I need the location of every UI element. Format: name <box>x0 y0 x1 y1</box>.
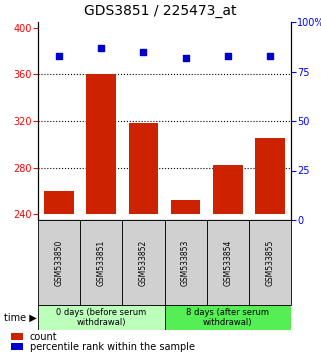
Text: GSM533850: GSM533850 <box>55 239 64 286</box>
Bar <box>164 305 291 330</box>
Text: GSM533853: GSM533853 <box>181 239 190 286</box>
Text: time ▶: time ▶ <box>4 313 37 322</box>
Bar <box>213 165 242 214</box>
Bar <box>122 220 164 305</box>
Text: percentile rank within the sample: percentile rank within the sample <box>30 342 195 352</box>
Bar <box>207 220 249 305</box>
Bar <box>129 123 158 214</box>
Bar <box>38 305 164 330</box>
Bar <box>38 220 80 305</box>
Text: GSM533851: GSM533851 <box>97 239 106 286</box>
Text: GSM533854: GSM533854 <box>223 239 232 286</box>
Bar <box>86 74 116 214</box>
Bar <box>171 200 200 214</box>
Point <box>267 53 273 58</box>
Bar <box>80 220 122 305</box>
Point <box>56 53 62 58</box>
Bar <box>11 343 23 350</box>
Bar <box>164 220 207 305</box>
Text: GDS3851 / 225473_at: GDS3851 / 225473_at <box>84 4 237 18</box>
Bar <box>11 333 23 341</box>
Point <box>99 45 104 51</box>
Text: GSM533855: GSM533855 <box>265 239 274 286</box>
Text: 8 days (after serum
withdrawal): 8 days (after serum withdrawal) <box>186 308 269 327</box>
Bar <box>249 220 291 305</box>
Text: 0 days (before serum
withdrawal): 0 days (before serum withdrawal) <box>56 308 146 327</box>
Text: count: count <box>30 332 57 342</box>
Point <box>225 53 230 58</box>
Bar <box>255 138 285 214</box>
Point <box>141 49 146 55</box>
Point <box>183 55 188 61</box>
Bar <box>44 191 74 214</box>
Text: GSM533852: GSM533852 <box>139 239 148 286</box>
